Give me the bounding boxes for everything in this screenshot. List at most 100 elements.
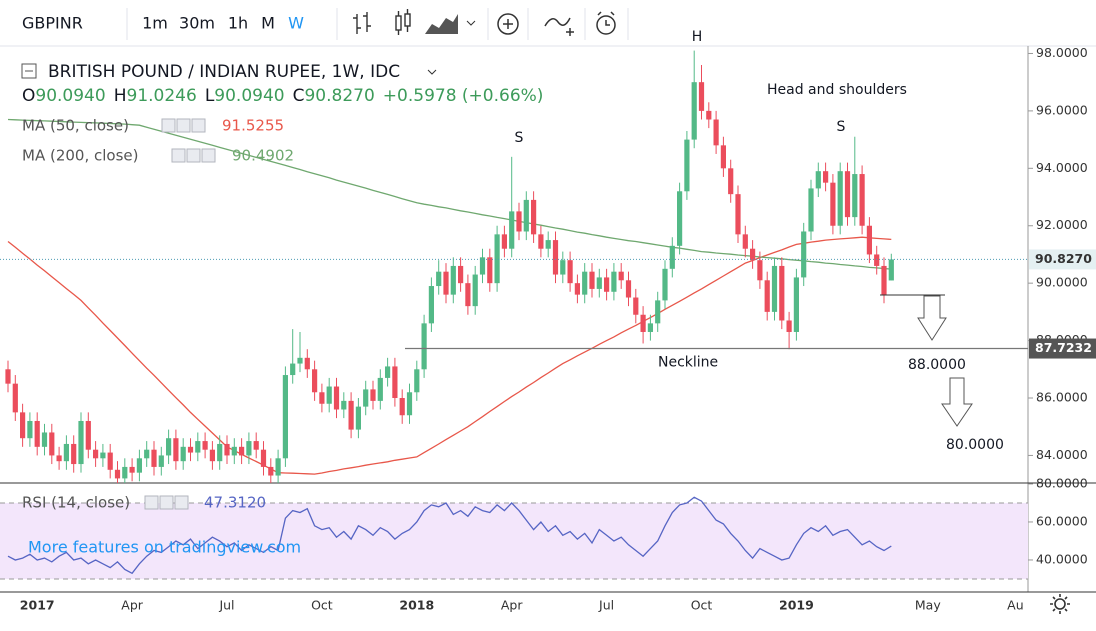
- candle-body: [830, 182, 836, 226]
- rsi-legend-name: RSI (14, close): [22, 494, 130, 512]
- x-tick-label: Jul: [598, 598, 614, 613]
- dropdown[interactable]: [466, 20, 476, 26]
- candle-body: [611, 271, 617, 292]
- candle-body: [859, 174, 865, 226]
- candle-body: [173, 438, 179, 462]
- alert-button[interactable]: [596, 11, 616, 35]
- candle-body: [78, 420, 84, 465]
- x-tick-label: 2019: [779, 598, 814, 613]
- candle-body: [341, 400, 347, 410]
- candle-body: [93, 449, 99, 459]
- candle-body: [406, 392, 413, 416]
- ohlc-value: 90.0940: [214, 86, 284, 106]
- rsi-line: [7, 496, 892, 575]
- neckline-label: Neckline: [658, 355, 718, 371]
- candle-body: [195, 441, 201, 453]
- candle-body: [808, 188, 814, 232]
- candle-body: [684, 139, 690, 192]
- legend-icon: [201, 148, 216, 163]
- legend-icon: [161, 118, 176, 133]
- candle-body: [691, 82, 697, 140]
- candle-body: [428, 286, 434, 324]
- candle-body: [443, 271, 449, 295]
- candle-body: [399, 398, 405, 416]
- candle-body: [392, 366, 398, 399]
- candle-body: [771, 265, 778, 312]
- candle-body: [246, 441, 252, 456]
- annotation: S: [515, 130, 524, 146]
- y-tick-label: 96.0000: [1036, 102, 1088, 117]
- area-style-icon[interactable]: [425, 14, 458, 34]
- moving-average: [7, 236, 892, 475]
- interval-button[interactable]: M: [261, 14, 275, 33]
- annotation: 88.0000: [908, 357, 966, 373]
- compare-button[interactable]: [544, 17, 574, 36]
- candle-body: [531, 199, 537, 235]
- candle-body: [823, 171, 829, 183]
- candle-body: [472, 274, 478, 307]
- bar-style-icon[interactable]: [353, 12, 371, 34]
- candle-body: [779, 265, 785, 321]
- candle-body: [647, 323, 653, 332]
- symbol[interactable]: GBPINR: [22, 14, 83, 33]
- candle-body: [596, 277, 602, 289]
- candle-body: [34, 420, 40, 447]
- y-tick-label: 92.0000: [1036, 217, 1088, 232]
- last-price-tag: [1029, 249, 1096, 270]
- collapse-icon[interactable]: [21, 63, 37, 79]
- candle-body: [501, 234, 507, 249]
- annotation: 80.0000: [946, 437, 1004, 453]
- rsi-tick-label: 40.0000: [1036, 551, 1088, 566]
- candle-body: [801, 231, 807, 278]
- candle-body: [209, 449, 215, 462]
- candle-body: [151, 449, 157, 467]
- candle-body: [450, 265, 456, 295]
- candle-body: [793, 277, 799, 332]
- candle-body: [625, 280, 632, 298]
- rsi-tick-label: 80.0000: [1036, 475, 1088, 490]
- interval-button[interactable]: 1m: [142, 14, 168, 33]
- candle-body: [552, 240, 559, 275]
- rsi-panel: [0, 496, 1028, 580]
- candle-body: [750, 248, 756, 261]
- legend-icon: [191, 118, 206, 133]
- candle-body: [312, 369, 318, 393]
- ma-legend-name: MA (50, close): [22, 117, 129, 135]
- legend-icon: [171, 148, 186, 163]
- change: +0.5978 (+0.66%): [383, 86, 544, 106]
- candle-body: [187, 446, 194, 453]
- ohlc-key: H: [114, 86, 127, 106]
- y-tick-label: 84.0000: [1036, 447, 1088, 462]
- toolbar: [0, 0, 1096, 46]
- ohlc-legend: O90.0940 H91.0246 L90.0940 C90.8270 +0.5978 …: [22, 86, 543, 106]
- neckline-tag-label: 87.7232: [1035, 340, 1092, 355]
- interval-button[interactable]: W: [288, 14, 304, 33]
- candle-body: [494, 234, 500, 284]
- candle-body: [27, 420, 33, 439]
- y-tick-label: 90.0000: [1036, 275, 1088, 290]
- ma-legend-name: MA (200, close): [22, 147, 138, 165]
- interval-button[interactable]: 30m: [179, 14, 215, 33]
- candle-body: [85, 420, 91, 450]
- candle-body: [253, 441, 259, 450]
- candle-body: [720, 145, 726, 169]
- dropdown[interactable]: [427, 69, 437, 75]
- candle-body: [479, 257, 486, 275]
- candle-body: [326, 386, 332, 404]
- candle-body: [786, 320, 792, 332]
- candle-body: [5, 369, 11, 384]
- price-panel: [5, 50, 894, 483]
- interval-button[interactable]: 1h: [228, 14, 248, 33]
- candle-style-icon[interactable]: [395, 9, 411, 35]
- candle-body: [640, 314, 646, 332]
- rsi-tick-label: 60.0000: [1036, 513, 1088, 528]
- settings-button[interactable]: [1050, 594, 1070, 614]
- indicator-button[interactable]: [497, 13, 519, 35]
- candle-body: [538, 234, 544, 249]
- candle-body: [268, 466, 274, 476]
- candle-body: [604, 277, 610, 292]
- candle-body: [669, 245, 675, 269]
- candle-body: [516, 211, 522, 232]
- candle-body: [12, 383, 18, 413]
- candle-body: [20, 412, 26, 439]
